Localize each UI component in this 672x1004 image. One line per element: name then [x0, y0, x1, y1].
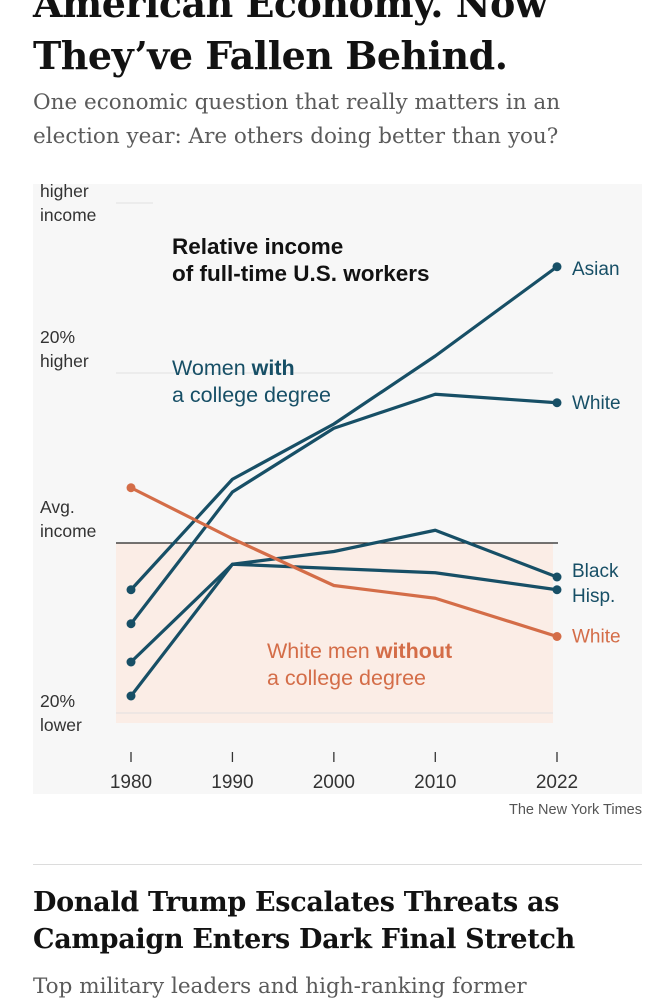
income-chart-svg: 40%higherincome20%higherAvg.income20%low… — [40, 184, 621, 793]
headline-line-2: They’ve Fallen Behind. — [33, 33, 508, 78]
y-tick-label-2-line-0: Avg. — [40, 497, 75, 517]
headline-line-1: American Economy. Now — [33, 0, 548, 26]
series-label-0-2: Black — [572, 561, 619, 582]
next-story-title-line-1[interactable]: Donald Trump Escalates Threats as — [33, 887, 560, 918]
y-tick-label-0-line-2: income — [40, 205, 96, 225]
series-start-point-0-1 — [126, 619, 136, 629]
next-story-title-line-2[interactable]: Campaign Enters Dark Final Stretch — [33, 924, 575, 955]
series-end-point-0-0 — [552, 262, 562, 272]
group-label-0-line2: a college degree — [172, 383, 331, 407]
x-tick-label-1: 1990 — [211, 772, 253, 793]
series-start-point-0-3 — [126, 691, 136, 701]
y-tick-label-0-line-1: higher — [40, 184, 89, 201]
series-start-point-0-0 — [126, 585, 136, 595]
group-label-0-plain: Women — [172, 356, 252, 380]
series-start-point-1-0 — [126, 483, 136, 493]
series-label-0-3: Hisp. — [572, 586, 615, 607]
x-tick-label-2: 2000 — [313, 772, 355, 793]
article-headline: American Economy. Now They’ve Fallen Beh… — [33, 0, 663, 82]
series-end-point-0-2 — [552, 572, 562, 582]
y-tick-label-1-line-1: higher — [40, 351, 89, 371]
y-tick-label-2: Avg. income — [40, 497, 96, 541]
series-line-1-0 — [129, 486, 559, 639]
series-line-0-1 — [129, 392, 559, 626]
series-start-point-0-2 — [126, 657, 136, 667]
chart-title: Relative income of full-time U.S. workers — [172, 234, 430, 286]
x-tick-label-4: 2022 — [536, 772, 578, 793]
y-tick-label-3-line-1: lower — [40, 715, 82, 735]
series-end-point-0-1 — [552, 398, 562, 408]
chart-title-line-1: of full-time U.S. workers — [172, 261, 430, 286]
next-story-summary: Top military leaders and high-ranking fo… — [33, 974, 527, 999]
y-tick-label-2-line-1: income — [40, 521, 96, 541]
chart-title-line-0: Relative income — [172, 234, 343, 259]
series-end-point-0-3 — [552, 585, 562, 595]
group-label-0: Women with — [172, 356, 295, 380]
series-end-point-1-0 — [552, 632, 562, 641]
series-label-0-1: White — [572, 393, 621, 414]
chart-credit: The New York Times — [509, 802, 642, 818]
group-label-0-bold: with — [251, 356, 295, 380]
series-label-1-0: White — [572, 627, 621, 648]
y-tick-label-1-line-0: 20% — [40, 327, 75, 347]
income-chart: 40%higherincome20%higherAvg.income20%low… — [33, 184, 642, 794]
below-average-band — [116, 543, 553, 723]
article-summary: One economic question that really matter… — [33, 90, 561, 149]
y-tick-label-3-line-0: 20% — [40, 691, 75, 711]
group-label-1-line2: a college degree — [267, 666, 426, 690]
x-tick-label-0: 1980 — [110, 772, 152, 793]
x-tick-label-3: 2010 — [414, 772, 456, 793]
series-line-0-3 — [129, 562, 559, 698]
next-story-title[interactable]: Donald Trump Escalates Threats as Campai… — [33, 884, 643, 958]
series-line-0-0 — [129, 265, 559, 592]
group-label-1-plain: White men — [267, 639, 376, 663]
y-tick-label-1: 20% higher — [40, 327, 89, 371]
series-label-0-0: Asian — [572, 259, 620, 280]
group-label-1-bold: without — [375, 639, 452, 663]
group-label-1: White men without — [267, 639, 452, 663]
section-divider — [33, 864, 642, 865]
y-tick-label-3: 20% lower — [40, 691, 82, 735]
series-line-0-2 — [129, 528, 559, 664]
